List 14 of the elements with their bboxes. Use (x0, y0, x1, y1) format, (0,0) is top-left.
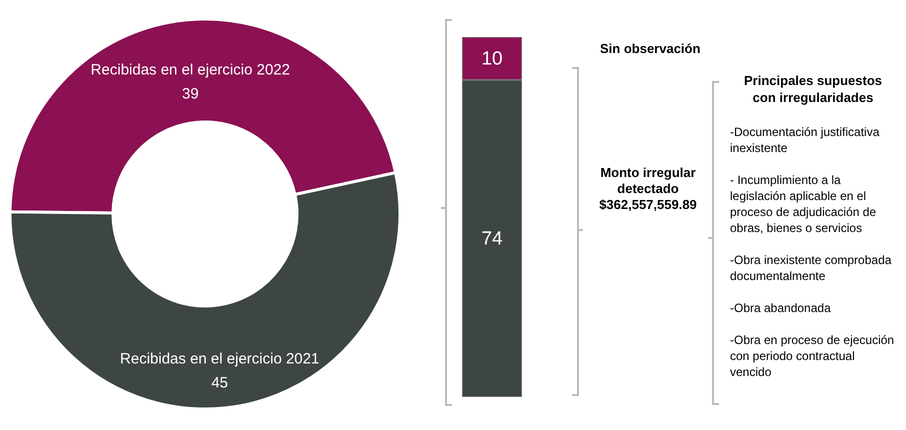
text: -Obra en proceso de ejecución con periodo contractual vencido (730, 332, 896, 380)
data-label: 45 (211, 374, 228, 392)
data-label: 10 (481, 48, 503, 70)
slice-label: Recibidas en el ejercicio 2021 (120, 350, 320, 368)
text: -Obra abandonada (730, 300, 832, 316)
data-label: 74 (481, 228, 503, 250)
slice-label: Recibidas en el ejercicio 2022 (90, 62, 290, 79)
data-label: 39 (182, 86, 199, 103)
text: Principales supuestos con irregularidades (743, 72, 883, 106)
text: -Documentación justificativa inexistente (730, 124, 880, 156)
text: - Incumplimiento a la legislación aplicable en el proceso de adjudicación de obras, bienes o servicios (730, 172, 878, 236)
text: Sin observación (600, 41, 700, 56)
text: -Obra inexistente comprobada documentalmente (730, 252, 892, 284)
text: Monto irregular detectado $362,557,559.89 (598, 165, 698, 213)
